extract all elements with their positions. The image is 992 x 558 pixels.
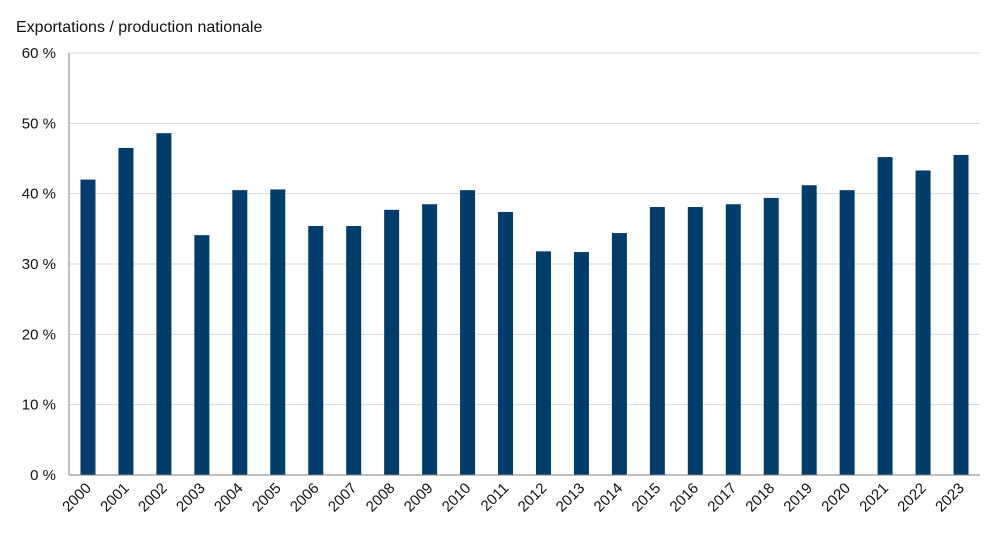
x-tick-label: 2017 bbox=[704, 480, 740, 516]
bar-2018 bbox=[763, 197, 779, 476]
y-tick-label: 60 % bbox=[22, 45, 56, 62]
x-tick-label: 2022 bbox=[894, 480, 930, 516]
x-tick-label: 2008 bbox=[363, 480, 399, 516]
bar-2009 bbox=[422, 204, 438, 475]
bar-2002 bbox=[156, 133, 172, 475]
axes bbox=[68, 53, 980, 476]
bar-2022 bbox=[915, 170, 931, 475]
bar-2020 bbox=[839, 190, 855, 475]
bar-2003 bbox=[194, 235, 210, 475]
bar-2012 bbox=[535, 251, 551, 475]
y-tick-label: 10 % bbox=[22, 397, 56, 414]
y-tick-label: 30 % bbox=[22, 256, 56, 273]
x-tick-label: 2016 bbox=[667, 480, 703, 516]
x-tick-label: 2021 bbox=[856, 480, 892, 516]
bar-2015 bbox=[649, 207, 665, 475]
x-tick-label: 2007 bbox=[325, 480, 361, 516]
x-tick-label: 2015 bbox=[629, 480, 665, 516]
x-tick-label: 2010 bbox=[439, 480, 475, 516]
x-tick-label: 2012 bbox=[515, 480, 551, 516]
y-tick-label: 0 % bbox=[30, 467, 56, 484]
bar-2006 bbox=[308, 226, 324, 475]
x-tick-labels: 2000 2001 2002 2003 2004 2005 2006 2007 2008 2009… bbox=[59, 480, 968, 516]
y-tick-label: 40 % bbox=[22, 186, 56, 203]
gridlines bbox=[69, 52, 980, 406]
x-tick-label: 2020 bbox=[818, 480, 854, 516]
bar-2017 bbox=[725, 204, 741, 475]
bar-2005 bbox=[270, 189, 286, 476]
x-tick-label: 2009 bbox=[401, 480, 437, 516]
x-tick-label: 2003 bbox=[173, 480, 209, 516]
x-tick-label: 2004 bbox=[211, 480, 247, 516]
x-tick-label: 2019 bbox=[780, 480, 816, 516]
x-tick-label: 2002 bbox=[135, 480, 171, 516]
x-tick-label: 2018 bbox=[742, 480, 778, 516]
bar-2016 bbox=[687, 207, 703, 475]
bar-2021 bbox=[877, 157, 893, 476]
x-tick-label: 2011 bbox=[478, 480, 513, 515]
x-tick-label: 2005 bbox=[249, 480, 285, 516]
bar-2008 bbox=[384, 209, 400, 476]
bar-2010 bbox=[460, 190, 476, 475]
bar-2000 bbox=[80, 179, 96, 475]
y-axis-title: Exportations / production nationale bbox=[16, 19, 263, 36]
x-tick-label: 2023 bbox=[932, 480, 968, 516]
y-tick-label: 50 % bbox=[22, 115, 56, 132]
bar-2007 bbox=[346, 226, 362, 475]
bar-2011 bbox=[498, 211, 514, 475]
bars bbox=[80, 133, 969, 476]
bar-2014 bbox=[611, 233, 627, 475]
bar-2019 bbox=[801, 185, 817, 475]
x-tick-label: 2000 bbox=[59, 480, 95, 516]
x-tick-label: 2006 bbox=[287, 480, 323, 516]
bar-2001 bbox=[118, 147, 134, 475]
x-tick-label: 2014 bbox=[591, 480, 627, 516]
bar-2023 bbox=[953, 154, 969, 475]
y-tick-label: 20 % bbox=[22, 326, 56, 343]
bar-2004 bbox=[232, 190, 248, 475]
x-tick-label: 2001 bbox=[97, 480, 133, 516]
x-tick-label: 2013 bbox=[553, 480, 589, 516]
bar-2013 bbox=[573, 252, 589, 475]
y-tick-labels: 0 % 10 % 20 % 30 % 40 % 50 % 60 % bbox=[22, 45, 56, 484]
